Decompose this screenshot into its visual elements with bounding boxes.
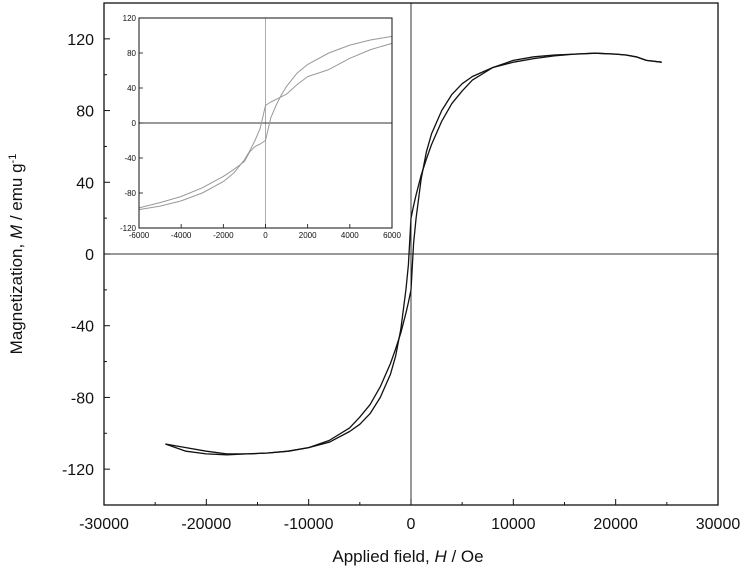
main-xtick-label: 30000 — [696, 516, 741, 533]
inset-xtick-label: -2000 — [213, 231, 234, 240]
main-plot-frame — [103, 2, 719, 506]
main-xtick-label: -10000 — [284, 516, 334, 533]
inset-plot: -6000 -4000 -2000 0 2000 4000 6000 -120 -80 -40 0 4… — [120, 14, 401, 240]
inset-series-ascending-line — [138, 42, 393, 211]
main-xtick-label: 0 — [407, 516, 416, 533]
inset-xtick-label: 2000 — [299, 231, 317, 240]
main-ytick-label: 120 — [67, 32, 94, 49]
main-ytick-label: -40 — [71, 319, 94, 336]
main-plot: -30000 -20000 -10000 0 10000 20000 30000-120-8… — [7, 2, 741, 566]
inset-ytick-label: 40 — [127, 84, 136, 93]
inset-ytick-label: -120 — [120, 224, 137, 233]
inset-xtick-label: -4000 — [171, 231, 192, 240]
inset-series-descending-line — [138, 35, 393, 209]
main-ytick-label: 40 — [76, 175, 94, 192]
main-ytick-label: -80 — [71, 390, 94, 407]
main-xtick-label: -20000 — [181, 516, 231, 533]
inset-xtick-label: 6000 — [383, 231, 401, 240]
main-xtick-label: 20000 — [593, 516, 638, 533]
y-axis-label: Magnetization, M / emu g-1 — [7, 154, 26, 355]
inset-ytick-label: -40 — [124, 154, 136, 163]
inset-xtick-label: 0 — [263, 231, 268, 240]
inset-ytick-label: 0 — [132, 119, 137, 128]
inset-ytick-label: 120 — [123, 14, 137, 23]
inset-xtick-label: 4000 — [341, 231, 359, 240]
main-ytick-label: -120 — [62, 462, 94, 479]
main-ytick-label: 0 — [85, 247, 94, 264]
main-xtick-label: 10000 — [491, 516, 536, 533]
main-series-descending-line — [165, 52, 662, 455]
inset-xtick-label: -6000 — [129, 231, 150, 240]
x-axis-label: Applied field, H / Oe — [332, 547, 483, 566]
main-xtick-label: -30000 — [79, 516, 129, 533]
main-ytick-label: 80 — [76, 104, 94, 121]
inset-ytick-label: -80 — [124, 189, 136, 198]
inset-frame — [138, 17, 393, 229]
inset-ytick-label: 80 — [127, 49, 136, 58]
